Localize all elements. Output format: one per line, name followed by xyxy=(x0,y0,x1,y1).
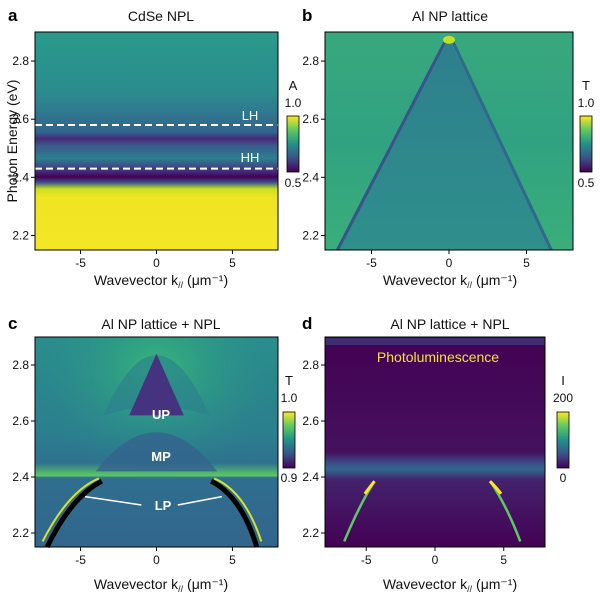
colorbar-c-max: 1.0 xyxy=(281,391,298,405)
tick-marks: -5 0 5 2.2 2.4 2.6 2.8 -5 0 5 2.2 2.4 2.6 2.8 -5 0 5 2.2 2… xyxy=(12,54,530,567)
ytick-label-b: 2.4 xyxy=(302,170,319,184)
colorbar-c xyxy=(282,411,296,469)
pl-lobe-right-core xyxy=(488,480,503,495)
lattice-mode-interior xyxy=(337,37,552,251)
colorbar-b-max: 1.0 xyxy=(578,96,595,110)
xlabel-a: Wavevector k// (μm⁻¹) xyxy=(94,272,228,290)
panel-letter-d: d xyxy=(302,314,312,333)
colorbar-d-min: 0 xyxy=(560,471,567,485)
panel-letter-a: a xyxy=(8,6,18,25)
heatmap-a xyxy=(35,32,278,250)
ytick-label-c: 2.6 xyxy=(12,414,29,428)
ytick-label-c: 2.4 xyxy=(12,470,29,484)
colorbar-b xyxy=(579,115,593,173)
xtick-label-b: 5 xyxy=(523,256,530,270)
ytick-label-d: 2.4 xyxy=(302,470,319,484)
colorbar-d-title: I xyxy=(561,373,565,388)
ytick-label-d: 2.2 xyxy=(302,526,319,540)
lattice-mode-apex xyxy=(443,35,455,44)
xtick-label-a: 5 xyxy=(229,256,236,270)
lp-branch-bright-left xyxy=(41,477,100,542)
ytick-label-a: 2.2 xyxy=(12,228,29,242)
ytick-label-d: 2.8 xyxy=(302,358,319,372)
xtick-label-c: 0 xyxy=(153,553,160,567)
pl-lobe-left-core xyxy=(363,480,376,495)
lp-branch-dark-right xyxy=(209,478,260,548)
xtick-label-a: -5 xyxy=(75,256,86,270)
lattice-mode-right xyxy=(450,39,553,251)
lp-branch-dark-left xyxy=(44,478,104,549)
ytick-label-b: 2.2 xyxy=(302,228,319,242)
annotation-photoluminescence: Photoluminescence xyxy=(377,349,499,365)
mp-branch xyxy=(95,432,218,472)
ytick-label-a: 2.6 xyxy=(12,112,29,126)
ytick-label-b: 2.6 xyxy=(302,112,319,126)
ytick-label-c: 2.2 xyxy=(12,526,29,540)
annotation-up: UP xyxy=(152,407,170,422)
chart-features xyxy=(35,35,553,549)
colorbar-a-title: A xyxy=(289,78,298,93)
xtick-label-b: 0 xyxy=(446,256,453,270)
colorbar-c-title: T xyxy=(285,373,293,388)
colorbar-a xyxy=(286,115,300,173)
annotation-mp: MP xyxy=(151,449,171,464)
annotation-hh: HH xyxy=(241,150,260,165)
xtick-label-d: -5 xyxy=(361,553,372,567)
ytick-label-d: 2.6 xyxy=(302,414,319,428)
lp-pointer-right xyxy=(177,495,222,506)
xtick-label-d: 0 xyxy=(432,553,439,567)
lp-pointer-left xyxy=(85,495,142,506)
colorbar-c-min: 0.9 xyxy=(281,471,298,485)
colorbar-a-max: 1.0 xyxy=(285,96,302,110)
colorbar-b-title: T xyxy=(582,78,590,93)
ytick-label-b: 2.8 xyxy=(302,54,319,68)
title-b: Al NP lattice xyxy=(412,8,488,24)
ytick-label-a: 2.8 xyxy=(12,54,29,68)
colorbar-d-max: 200 xyxy=(553,391,573,405)
lattice-mode-left xyxy=(336,39,448,251)
xlabel-c: Wavevector k// (μm⁻¹) xyxy=(94,576,228,594)
ylabel-a: Photon Energy (eV) xyxy=(4,80,20,203)
up-branch xyxy=(129,353,184,416)
pl-noise-band xyxy=(325,338,545,345)
xlabel-d: Wavevector k// (μm⁻¹) xyxy=(383,576,517,594)
title-a: CdSe NPL xyxy=(128,8,194,24)
heatmap-d xyxy=(325,337,545,547)
colorbar-a-min: 0.5 xyxy=(285,176,302,190)
ytick-label-a: 2.4 xyxy=(12,170,29,184)
annotation-lp: LP xyxy=(155,498,172,513)
panel-letter-b: b xyxy=(302,6,312,25)
xtick-label-a: 0 xyxy=(153,256,160,270)
colorbar-d xyxy=(556,411,570,469)
colorbar-b-min: 0.5 xyxy=(578,176,595,190)
annotation-lh: LH xyxy=(242,108,259,123)
ytick-label-c: 2.8 xyxy=(12,358,29,372)
xtick-label-d: 5 xyxy=(500,553,507,567)
title-d: Al NP lattice + NPL xyxy=(390,316,509,332)
xtick-label-c: -5 xyxy=(75,553,86,567)
title-c: Al NP lattice + NPL xyxy=(101,316,220,332)
xlabel-b: Wavevector k// (μm⁻¹) xyxy=(383,272,517,290)
lp-branch-bright-right xyxy=(213,477,263,542)
xtick-label-b: -5 xyxy=(366,256,377,270)
panel-letter-c: c xyxy=(8,314,17,333)
xtick-label-c: 5 xyxy=(229,553,236,567)
